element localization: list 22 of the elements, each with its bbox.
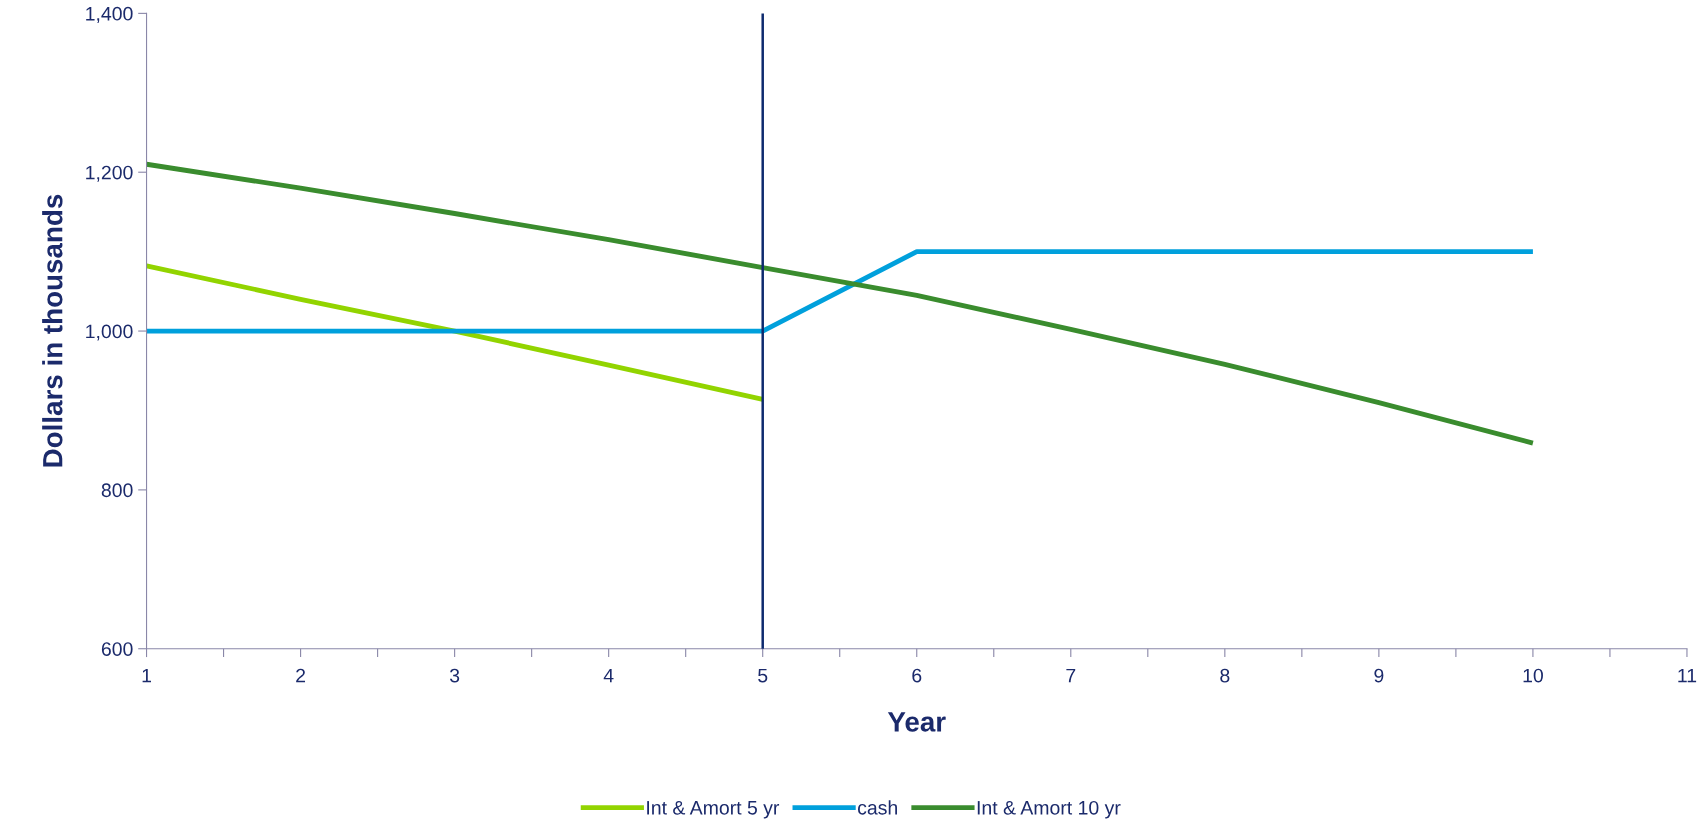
x-tick-label: 9 (1374, 668, 1384, 683)
x-tick-label: 3 (449, 668, 460, 683)
x-tick-label: 11 (1678, 668, 1697, 683)
x-tick-label: 6 (912, 668, 922, 683)
x-tick-label: 2 (296, 668, 306, 683)
x-tick-label: 8 (1220, 668, 1230, 683)
y-tick-label: 1,200 (86, 165, 133, 182)
y-tick-label: 600 (101, 642, 133, 656)
x-tick-label: 1 (142, 668, 151, 683)
y-axis-title: Dollars in thousands (42, 194, 63, 467)
x-tick-label: 10 (1523, 668, 1543, 683)
legend-label: Int & Amort 10 yr (977, 800, 1121, 819)
y-tick-label: 1,400 (86, 6, 133, 23)
x-axis-title: Year (887, 712, 946, 732)
x-tick-label: 7 (1066, 668, 1076, 683)
x-tick-label: 5 (758, 668, 768, 683)
line-series (146, 161, 1536, 446)
x-tick-label: 4 (603, 668, 614, 683)
legend-label: Int & Amort 5 yr (647, 801, 780, 819)
legend-label: cash (858, 800, 897, 815)
y-tick-label: 800 (101, 483, 133, 498)
y-tick-label: 1,000 (86, 324, 133, 341)
